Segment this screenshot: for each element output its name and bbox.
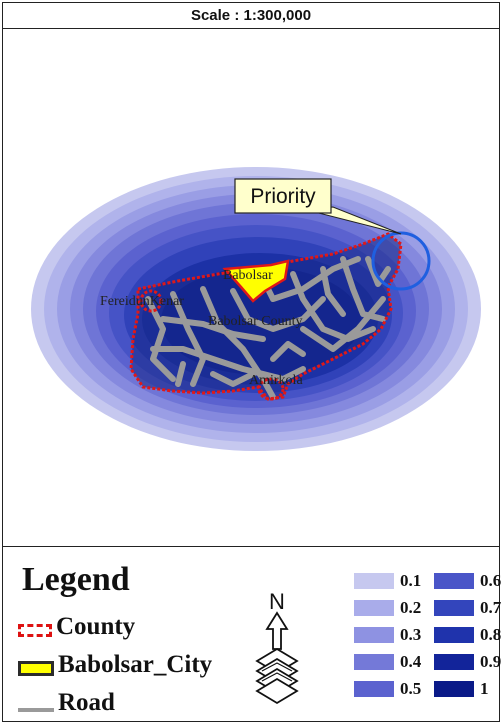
north-arrow-icon: N xyxy=(255,589,299,705)
label-fereidunkenar: FereidunKenar xyxy=(100,294,184,309)
class-col-1: 0.1 0.2 0.3 0.4 0.5 xyxy=(354,567,421,702)
amirkola-loop xyxy=(257,377,285,401)
legend-label-county: County xyxy=(56,613,136,640)
city-swatch xyxy=(18,660,54,676)
class-0.3: 0.3 xyxy=(354,621,421,648)
class-0.4: 0.4 xyxy=(354,648,421,675)
legend-label-city: Babolsar_City xyxy=(58,651,213,678)
county-boundary xyxy=(129,232,403,401)
class-swatch xyxy=(354,626,394,643)
priority-circle xyxy=(371,231,431,291)
class-1: 1 xyxy=(434,675,501,702)
class-0.7: 0.7 xyxy=(434,594,501,621)
map-canvas: Priority Babolsar FereidunKenar Babolsar… xyxy=(3,29,499,546)
class-0.8: 0.8 xyxy=(434,621,501,648)
class-swatch xyxy=(434,572,474,589)
class-swatch xyxy=(434,599,474,616)
legend-label-road: Road xyxy=(58,689,115,716)
label-babolsar: Babolsar xyxy=(223,268,273,283)
label-amirkola: Amirkola xyxy=(249,373,303,388)
class-0.2: 0.2 xyxy=(354,594,421,621)
class-swatch xyxy=(434,626,474,643)
scale-label: Scale : 1:300,000 xyxy=(2,2,500,29)
label-babolsar-county: Babolsar County xyxy=(208,314,303,329)
class-0.5: 0.5 xyxy=(354,675,421,702)
class-swatch xyxy=(354,599,394,616)
county-swatch xyxy=(18,623,52,637)
legend-item-road: Road xyxy=(18,689,115,717)
road-swatch xyxy=(18,708,54,712)
class-swatch xyxy=(434,680,474,697)
class-0.1: 0.1 xyxy=(354,567,421,594)
class-swatch xyxy=(354,680,394,697)
priority-label: Priority xyxy=(250,185,316,208)
class-swatch xyxy=(354,653,394,670)
class-0.6: 0.6 xyxy=(434,567,501,594)
class-col-2: 0.6 0.7 0.8 0.9 1 xyxy=(434,567,501,702)
legend-item-county: County xyxy=(18,613,135,641)
class-swatch xyxy=(434,653,474,670)
class-0.9: 0.9 xyxy=(434,648,501,675)
class-swatch xyxy=(354,572,394,589)
county-area xyxy=(131,234,401,399)
legend-item-city: Babolsar_City xyxy=(18,651,212,679)
priority-callout-box xyxy=(234,178,332,214)
north-label: N xyxy=(269,589,285,614)
road-network xyxy=(145,256,391,400)
map-svg: Priority Babolsar FereidunKenar Babolsar… xyxy=(31,167,481,451)
legend-panel: Legend County Babolsar_City Road N 0.1 0… xyxy=(2,546,501,722)
legend-title: Legend xyxy=(22,561,130,598)
fereidunkenar-loop xyxy=(139,289,163,313)
babolsar-city xyxy=(222,259,290,303)
